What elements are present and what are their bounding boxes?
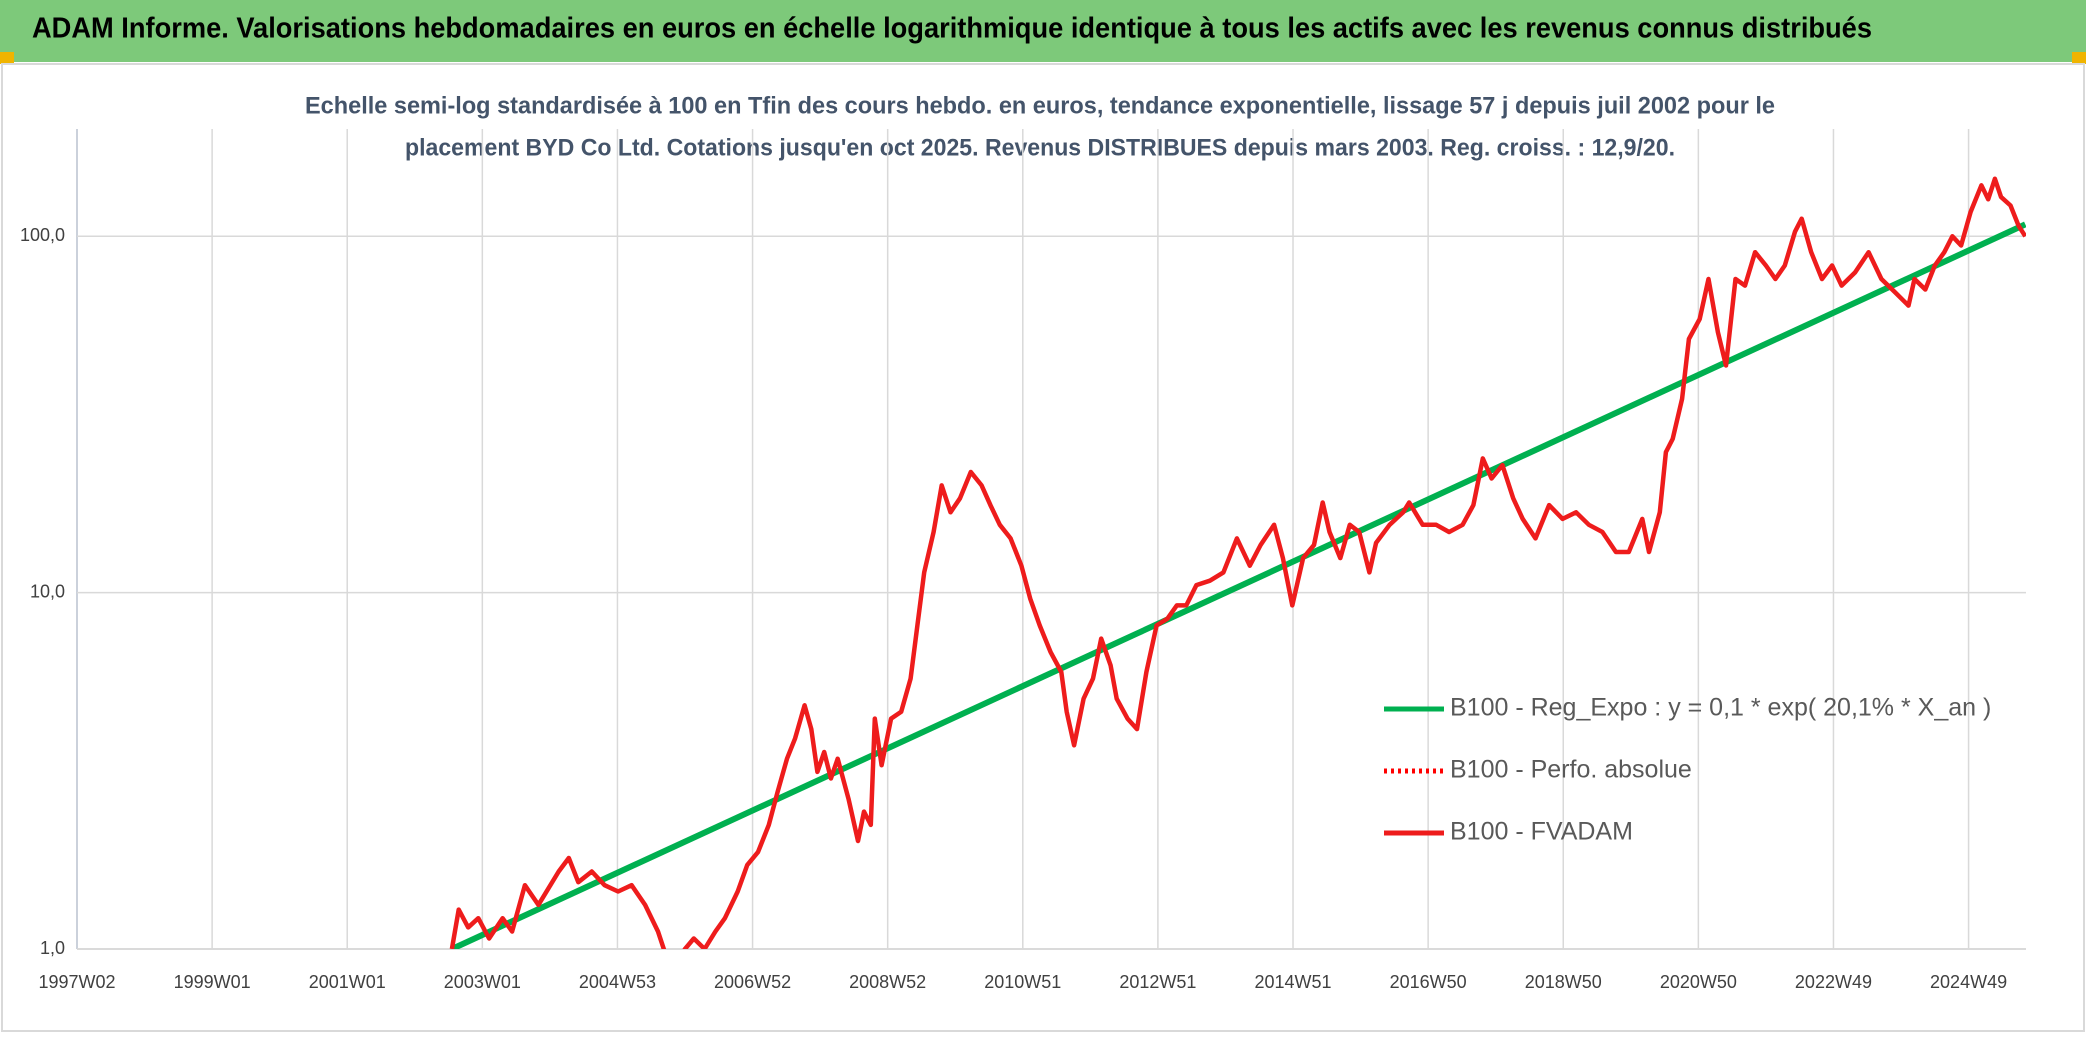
x-tick-label: 2001W01 (309, 972, 386, 992)
corner-mark (2072, 52, 2086, 64)
plot-area (449, 176, 2026, 949)
x-tick-label: 1997W02 (38, 972, 115, 992)
x-tick-label: 2012W51 (1119, 972, 1196, 992)
chart-subtitle: placement BYD Co Ltd. Cotations jusqu'en… (405, 134, 1675, 161)
x-tick-label: 2018W50 (1525, 972, 1602, 992)
corner-mark (0, 52, 14, 64)
x-tick-label: 1999W01 (174, 972, 251, 992)
x-tick-label: 2016W50 (1390, 972, 1467, 992)
x-tick-label: 2008W52 (849, 972, 926, 992)
header-bar (0, 0, 2086, 62)
legend-label: B100 - FVADAM (1450, 818, 1633, 846)
x-tick-label: 2022W49 (1795, 972, 1872, 992)
y-tick-label: 1,0 (40, 938, 65, 958)
y-tick-label: 10,0 (30, 581, 65, 601)
x-tick-label: 2010W51 (984, 972, 1061, 992)
chart-subtitle: Echelle semi-log standardisée à 100 en T… (305, 92, 1775, 119)
series-line (450, 221, 2026, 949)
x-tick-label: 2006W52 (714, 972, 791, 992)
chart-title: ADAM Informe. Valorisations hebdomadaire… (32, 13, 1872, 45)
series-line (449, 176, 2026, 949)
x-tick-label: 2014W51 (1254, 972, 1331, 992)
legend-label: B100 - Perfo. absolue (1450, 756, 1692, 784)
x-tick-label: 2024W49 (1930, 972, 2007, 992)
y-tick-label: 100,0 (20, 225, 65, 245)
x-tick-label: 2004W53 (579, 972, 656, 992)
chart-frame (1, 63, 2085, 1032)
legend-label: B100 - Reg_Expo : y = 0,1 * exp( 20,1% *… (1450, 694, 1991, 722)
x-tick-label: 2003W01 (444, 972, 521, 992)
x-tick-label: 2020W50 (1660, 972, 1737, 992)
